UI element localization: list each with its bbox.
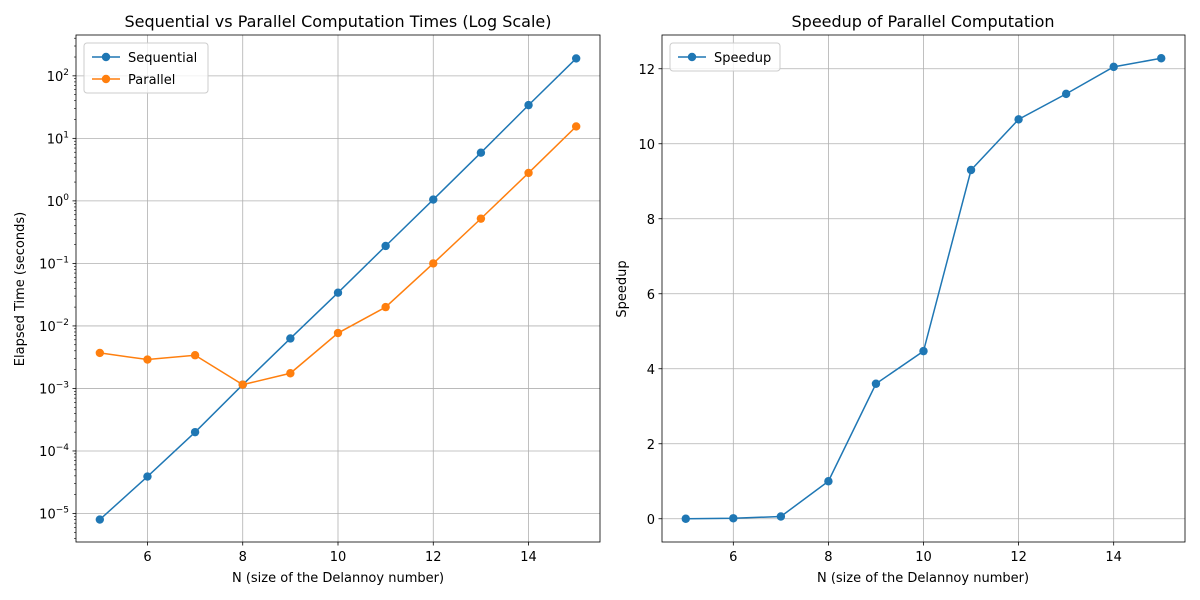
timing-chart-parallel-point [286,369,295,378]
speedup-chart-legend-speedup-label: Speedup [714,51,771,66]
timing-chart-y-tick-label: 10−3 [39,380,69,397]
timing-chart: Sequential vs Parallel Computation Times… [13,12,601,586]
timing-chart-x-tick-label: 12 [425,550,442,565]
timing-chart-parallel-point [238,380,247,389]
speedup-chart-x-tick-label: 14 [1105,550,1122,565]
speedup-chart-series-speedup [681,54,1166,523]
timing-chart-y-tick-label: 102 [47,68,69,85]
timing-chart-parallel-point [571,122,581,131]
speedup-chart-speedup-point [824,477,833,486]
speedup-chart-legend-speedup-marker [687,52,697,62]
speedup-chart-speedup-point [729,514,738,523]
timing-chart-sequential-point [143,472,152,481]
timing-chart-parallel-point [476,214,486,223]
timing-chart-parallel-point [143,355,152,364]
timing-chart-x-tick-label: 6 [143,550,151,565]
timing-chart-sequential-point [476,148,486,157]
speedup-chart-y-tick-label: 12 [638,63,655,78]
speedup-chart: Speedup of Parallel Computation N (size … [615,12,1186,586]
timing-chart-sequential-point [429,195,438,204]
timing-chart-parallel-point [95,348,105,358]
timing-chart-x-tick-label: 14 [520,550,537,565]
timing-chart-axes-frame [75,34,601,543]
timing-chart-x-tick-label: 8 [239,550,247,565]
timing-chart-legend-sequential-label: Sequential [128,51,197,66]
timing-chart-series-sequential [95,54,581,524]
timing-chart-parallel-point [524,168,533,178]
speedup-chart-legend: Speedup [669,42,781,72]
speedup-chart-axes-frame [661,34,1186,543]
speedup-chart-grid [662,35,1185,542]
speedup-chart-speedup-point [776,512,786,521]
timing-chart-legend-sequential-marker [101,52,111,62]
speedup-chart-speedup-point [1109,62,1118,72]
timing-chart-parallel-point [333,328,343,338]
timing-chart-grid [76,35,600,542]
speedup-chart-title: Speedup of Parallel Computation [792,12,1055,31]
timing-chart-y-tick-label: 10−4 [39,443,69,460]
timing-chart-sequential-point [190,427,200,437]
timing-chart-y-tick-label: 10−1 [39,255,69,272]
speedup-chart-y-tick-label: 8 [647,213,655,228]
timing-chart-parallel-point [190,351,200,360]
timing-chart-y-tick-label: 10−5 [39,505,69,522]
timing-chart-parallel-point [429,259,438,268]
timing-chart-sequential-point [286,334,295,343]
timing-chart-y-tick-label: 100 [47,193,70,210]
timing-chart-legend-parallel-marker [101,74,111,84]
timing-chart-y-tick-label: 10−2 [39,318,69,335]
timing-chart-legend-box [83,42,209,94]
speedup-chart-x-tick-label: 8 [824,550,832,565]
timing-chart-title: Sequential vs Parallel Computation Times… [124,12,551,31]
timing-chart-sequential-point [381,241,390,251]
timing-chart-ticks: 6 8 10 12 14 10−5 10−4 10−3 10−2 10−1 100 101 102 [39,37,537,565]
timing-chart-legend-parallel-label: Parallel [128,73,175,88]
timing-chart-y-axis-label: Elapsed Time (seconds) [13,212,28,366]
speedup-chart-y-tick-label: 10 [638,138,655,153]
speedup-chart-speedup-point [919,346,928,356]
speedup-chart-y-tick-label: 0 [647,513,655,528]
speedup-chart-speedup-point [1014,115,1023,124]
speedup-chart-speedup-point [1157,54,1166,63]
speedup-chart-x-tick-label: 12 [1010,550,1027,565]
speedup-chart-y-axis-label: Speedup [615,260,630,317]
speedup-chart-x-axis-label: N (size of the Delannoy number) [817,571,1029,586]
timing-chart-x-tick-label: 10 [330,550,347,565]
speedup-chart-speedup-point [871,379,881,388]
speedup-chart-y-tick-label: 6 [647,288,655,303]
speedup-chart-ticks: 6 8 10 12 14 0 2 4 6 8 10 12 [638,63,1122,565]
timing-chart-parallel-point [381,302,390,312]
speedup-chart-speedup-point [681,514,690,523]
speedup-chart-speedup-point [966,165,976,175]
timing-chart-sequential-point [571,54,581,63]
timing-chart-y-tick-label: 101 [47,130,69,147]
speedup-chart-y-tick-label: 2 [647,438,655,453]
timing-chart-sequential-point [333,288,343,297]
timing-chart-x-axis-label: N (size of the Delannoy number) [232,571,444,586]
speedup-chart-x-tick-label: 10 [915,550,932,565]
timing-chart-legend: Sequential Parallel [83,42,209,94]
speedup-chart-x-tick-label: 6 [729,550,737,565]
timing-chart-series-parallel [95,122,581,389]
speedup-chart-speedup-point [1061,89,1071,99]
speedup-chart-legend-box [669,42,781,72]
speedup-chart-y-tick-label: 4 [647,363,655,378]
timing-chart-sequential-point [95,515,105,524]
timing-chart-sequential-point [524,100,533,110]
